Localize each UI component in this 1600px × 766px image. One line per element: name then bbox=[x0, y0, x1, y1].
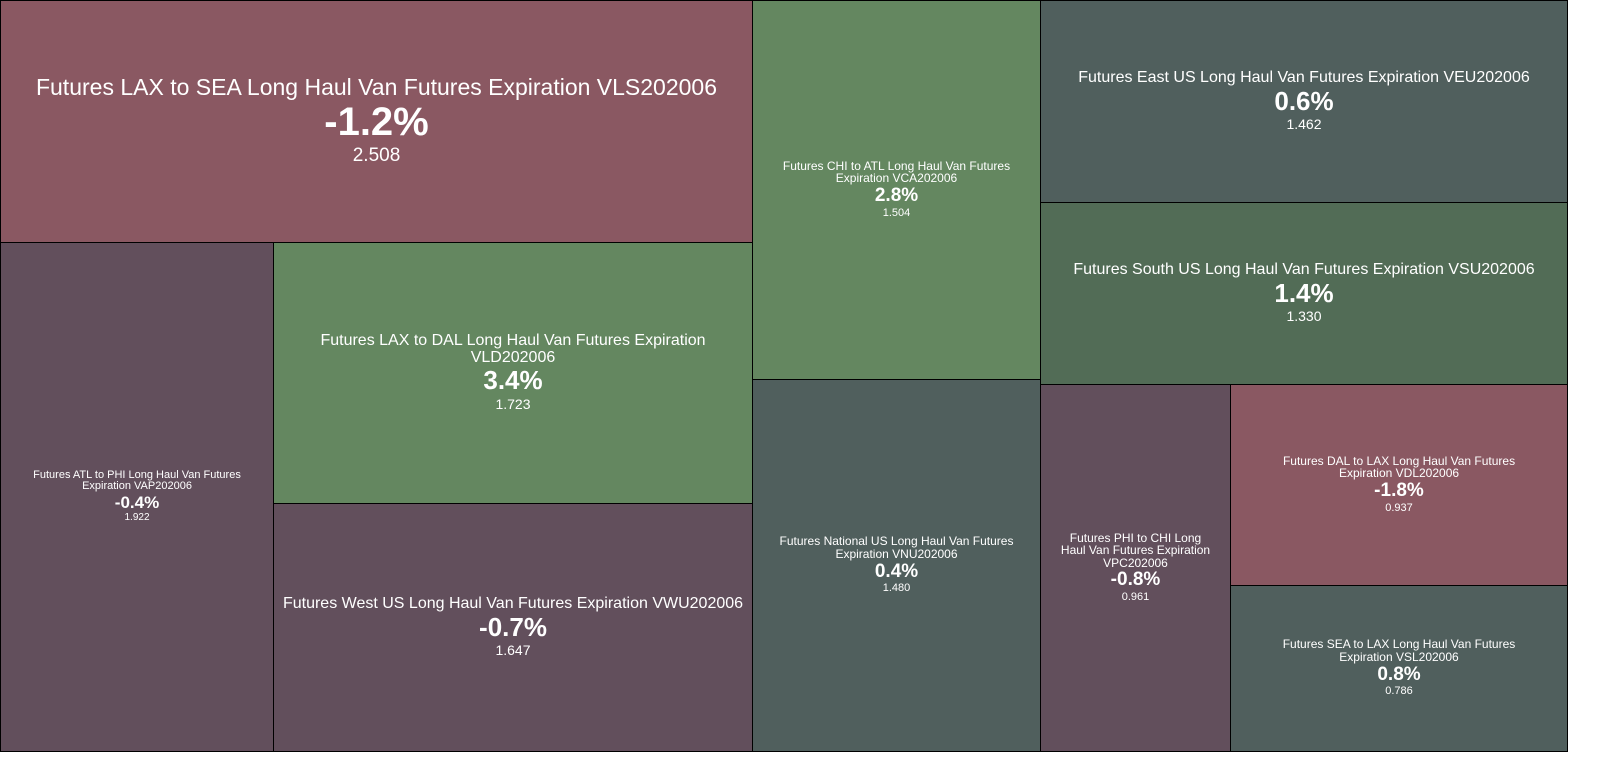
tile-vnu202006[interactable]: Futures National US Long Haul Van Future… bbox=[752, 379, 1041, 752]
tile-price: 0.786 bbox=[1385, 685, 1413, 698]
tile-price: 1.647 bbox=[495, 642, 531, 659]
tile-change: -1.8% bbox=[1374, 480, 1424, 502]
tile-label: Futures LAX to DAL Long Haul Van Futures… bbox=[320, 331, 706, 366]
tile-price: 2.508 bbox=[352, 145, 401, 167]
tile-vca202006[interactable]: Futures CHI to ATL Long Haul Van Futures… bbox=[752, 0, 1041, 380]
tile-veu202006[interactable]: Futures East US Long Haul Van Futures Ex… bbox=[1040, 0, 1568, 203]
tile-price: 1.480 bbox=[882, 582, 911, 595]
tile-price: 1.462 bbox=[1286, 116, 1322, 133]
tile-change: -0.4% bbox=[114, 492, 160, 512]
tile-change: 0.4% bbox=[874, 560, 919, 582]
tile-vls202006[interactable]: Futures LAX to SEA Long Haul Van Futures… bbox=[0, 0, 753, 243]
tile-label: Futures DAL to LAX Long Haul Van Futures… bbox=[1282, 453, 1516, 481]
tile-change: 0.6% bbox=[1274, 85, 1334, 116]
tile-change: -1.2% bbox=[324, 100, 429, 145]
tile-label: Futures West US Long Haul Van Futures Ex… bbox=[282, 594, 744, 612]
tile-label: Futures South US Long Haul Van Futures E… bbox=[1073, 260, 1535, 278]
tile-price: 1.330 bbox=[1286, 308, 1322, 325]
treemap: Futures LAX to SEA Long Haul Van Futures… bbox=[0, 0, 1568, 752]
tile-label: Futures LAX to SEA Long Haul Van Futures… bbox=[35, 74, 718, 101]
tile-change: 1.4% bbox=[1274, 277, 1334, 308]
tile-vap202006[interactable]: Futures ATL to PHI Long Haul Van Futures… bbox=[0, 242, 274, 752]
tile-vsl202006[interactable]: Futures SEA to LAX Long Haul Van Futures… bbox=[1230, 585, 1568, 752]
tile-label: Futures CHI to ATL Long Haul Van Futures… bbox=[782, 158, 1011, 186]
tile-vld202006[interactable]: Futures LAX to DAL Long Haul Van Futures… bbox=[273, 242, 753, 504]
tile-price: 1.723 bbox=[495, 396, 531, 413]
tile-price: 0.937 bbox=[1385, 501, 1413, 514]
tile-price: 0.961 bbox=[1121, 591, 1150, 604]
tile-price: 1.922 bbox=[124, 512, 150, 524]
tile-label: Futures National US Long Haul Van Future… bbox=[779, 534, 1014, 561]
tile-label: Futures PHI to CHI Long Haul Van Futures… bbox=[1060, 530, 1211, 570]
tile-vwu202006[interactable]: Futures West US Long Haul Van Futures Ex… bbox=[273, 503, 753, 752]
tile-change: 2.8% bbox=[874, 185, 919, 207]
tile-change: 0.8% bbox=[1377, 663, 1421, 685]
tile-label: Futures East US Long Haul Van Futures Ex… bbox=[1078, 68, 1530, 86]
tile-change: -0.8% bbox=[1110, 569, 1161, 591]
tile-vpc202006[interactable]: Futures PHI to CHI Long Haul Van Futures… bbox=[1040, 384, 1231, 752]
tile-label: Futures ATL to PHI Long Haul Van Futures… bbox=[33, 468, 241, 493]
tile-vdl202006[interactable]: Futures DAL to LAX Long Haul Van Futures… bbox=[1230, 384, 1568, 586]
tile-change: 3.4% bbox=[483, 365, 543, 396]
tile-change: -0.7% bbox=[479, 611, 547, 642]
tile-label: Futures SEA to LAX Long Haul Van Futures… bbox=[1282, 637, 1516, 664]
tile-price: 1.504 bbox=[882, 206, 911, 219]
tile-vsu202006[interactable]: Futures South US Long Haul Van Futures E… bbox=[1040, 202, 1568, 385]
